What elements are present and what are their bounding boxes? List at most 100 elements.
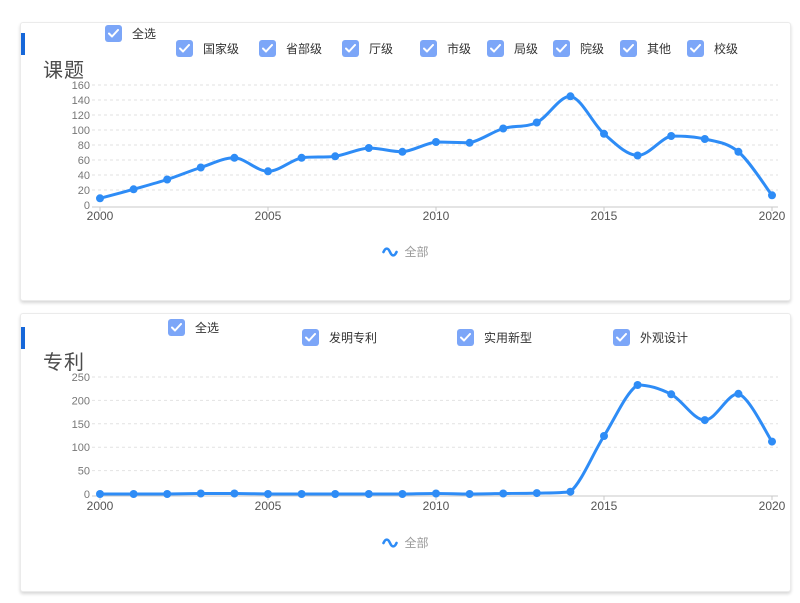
y-axis-label: 100 [72,442,90,454]
checkbox-checked-icon[interactable] [420,40,437,57]
checkbox-filter[interactable]: 实用新型 [457,329,532,346]
data-point[interactable] [465,490,474,498]
checkbox-filter[interactable]: 院级 [553,40,604,57]
line-chart[interactable]: 0 50 100 150 200 250 2000 2005 2010 2015 2020 [21,362,790,532]
line-chart[interactable]: 0 20 40 60 80 100 120 140 160 2000 2005 2010 2015 202… [21,71,790,241]
checkbox-checked-icon[interactable] [302,329,319,346]
checkbox-checked-icon[interactable] [105,25,122,42]
y-axis-label: 250 [72,372,90,384]
checkbox-filter[interactable]: 省部级 [259,40,322,57]
data-point[interactable] [432,489,440,498]
legend-item[interactable]: 全部 [21,534,790,551]
data-point[interactable] [566,487,575,496]
data-point[interactable] [230,489,239,498]
checkbox-checked-icon[interactable] [620,40,637,57]
checkbox-checked-icon[interactable] [342,40,359,57]
data-point[interactable] [297,490,306,498]
checkbox-label: 厅级 [369,42,394,56]
checkbox-checked-icon[interactable] [259,40,276,57]
data-point[interactable] [734,389,743,398]
data-point[interactable] [163,175,172,184]
series-line [98,94,774,200]
checkbox-filter[interactable]: 外观设计 [613,329,688,346]
legend-item[interactable]: 全部 [21,243,790,260]
data-point[interactable] [600,129,608,138]
data-point[interactable] [297,153,306,162]
data-point[interactable] [700,416,709,425]
checkbox-checked-icon[interactable] [176,40,193,57]
panel-title: 专利 [43,352,85,374]
x-axis-label: 2005 [255,209,282,223]
data-point[interactable] [331,152,340,161]
data-point[interactable] [432,138,440,146]
data-point[interactable] [532,489,541,498]
data-point[interactable] [633,151,642,160]
data-point[interactable] [700,135,709,143]
checkbox-select-all[interactable]: 全选 [168,319,219,336]
y-axis-label: 100 [72,125,90,137]
x-axis-label: 2000 [87,499,114,513]
wave-icon [382,246,399,257]
data-point[interactable] [264,167,272,176]
checkbox-checked-icon[interactable] [613,329,630,346]
y-axis-label: 150 [72,419,90,431]
checkbox-select-all[interactable]: 全选 [105,25,156,42]
data-point[interactable] [499,489,508,498]
checkbox-label: 全选 [132,27,157,41]
checkbox-filter[interactable]: 厅级 [342,40,393,57]
data-point[interactable] [499,124,508,133]
data-point[interactable] [331,490,340,498]
checkbox-label: 院级 [580,42,605,56]
check-icon [262,44,273,53]
data-point[interactable] [196,489,205,498]
data-point[interactable] [768,437,776,446]
checkbox-filter[interactable]: 国家级 [176,40,239,57]
data-point[interactable] [163,490,172,498]
data-point[interactable] [364,490,373,498]
checkbox-label: 实用新型 [484,331,533,345]
checkbox-checked-icon[interactable] [457,329,474,346]
data-point[interactable] [398,147,407,156]
check-icon [490,44,501,53]
data-point[interactable] [532,118,541,127]
data-point[interactable] [129,490,138,498]
data-point[interactable] [364,144,373,152]
x-axis-label: 2005 [255,499,282,513]
checkbox-filter[interactable]: 校级 [687,40,738,57]
topic-panel: 课题 全选 0 20 40 60 80 100 120 140 160 2000 2005 2010 2… [20,22,791,301]
data-point[interactable] [465,138,474,147]
data-point[interactable] [633,381,642,389]
checkbox-filter[interactable]: 市级 [420,40,471,57]
checkbox-checked-icon[interactable] [168,319,185,336]
data-point[interactable] [667,390,676,399]
title-accent-bar [21,33,25,55]
checkbox-checked-icon[interactable] [487,40,504,57]
data-point[interactable] [566,92,575,101]
check-icon [423,44,434,53]
data-point[interactable] [667,132,676,140]
data-point[interactable] [264,490,272,498]
data-point[interactable] [600,432,608,440]
wave-icon [382,537,399,548]
data-point[interactable] [96,490,104,498]
data-point[interactable] [398,490,407,498]
data-point[interactable] [129,185,138,194]
checkbox-label: 局级 [514,42,539,56]
title-accent-bar [21,327,25,349]
check-icon [556,44,567,53]
y-axis-label: 20 [78,185,90,197]
checkbox-checked-icon[interactable] [553,40,570,57]
y-axis-label: 0 [84,200,90,212]
checkbox-filter[interactable]: 其他 [620,40,671,57]
data-point[interactable] [734,147,743,156]
data-point[interactable] [196,163,205,172]
checkbox-filter[interactable]: 局级 [487,40,538,57]
y-axis-label: 50 [78,466,90,478]
data-point[interactable] [96,194,104,203]
data-point[interactable] [230,153,239,162]
check-icon [616,333,627,342]
y-axis-label: 40 [78,170,90,182]
data-point[interactable] [768,191,776,200]
checkbox-checked-icon[interactable] [687,40,704,57]
checkbox-filter[interactable]: 发明专利 [302,329,377,346]
